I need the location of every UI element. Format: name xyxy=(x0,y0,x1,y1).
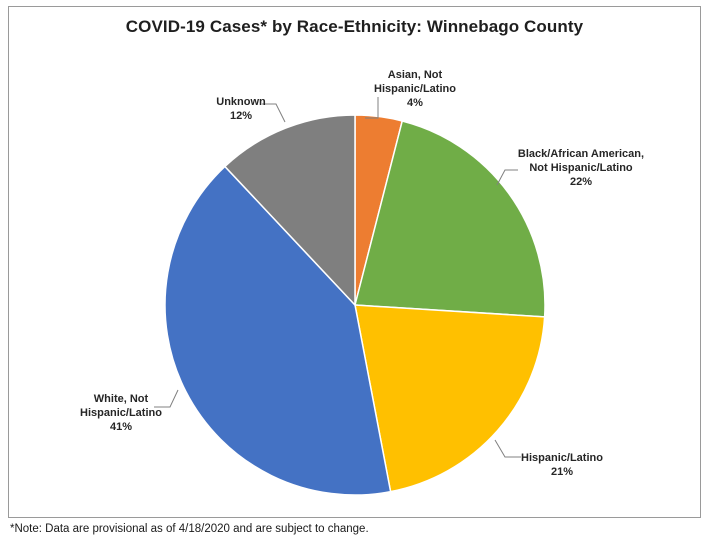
slice-label-2: Hispanic/Latino 21% xyxy=(521,452,603,478)
slice-label-3: White, Not Hispanic/Latino 41% xyxy=(80,393,162,433)
pie-chart: Asian, Not Hispanic/Latino 4% Black/African… xyxy=(80,69,644,496)
slice-label-4: Unknown 12% xyxy=(216,96,266,122)
slice-labels: Asian, Not Hispanic/Latino 4% Black/African… xyxy=(80,69,644,478)
leader-lines xyxy=(154,97,521,458)
leader-line-2 xyxy=(494,439,521,458)
chart-title: COVID-19 Cases* by Race-Ethnicity: Winne… xyxy=(125,17,584,36)
leader-line-4 xyxy=(262,103,286,123)
pie-slice-2 xyxy=(354,304,546,493)
slice-label-1: Black/African American, Not Hispanic/Lati… xyxy=(518,148,644,188)
pie-slice-1 xyxy=(354,120,546,318)
pie-slice-4 xyxy=(223,114,356,307)
leader-line-0 xyxy=(365,97,379,119)
slice-label-0: Asian, Not Hispanic/Latino 4% xyxy=(374,69,456,109)
leader-line-1 xyxy=(496,169,518,186)
footnote: *Note: Data are provisional as of 4/18/2… xyxy=(10,523,369,535)
pie-slices xyxy=(164,114,546,496)
pie-slice-3 xyxy=(164,165,392,496)
leader-line-3 xyxy=(154,389,179,408)
